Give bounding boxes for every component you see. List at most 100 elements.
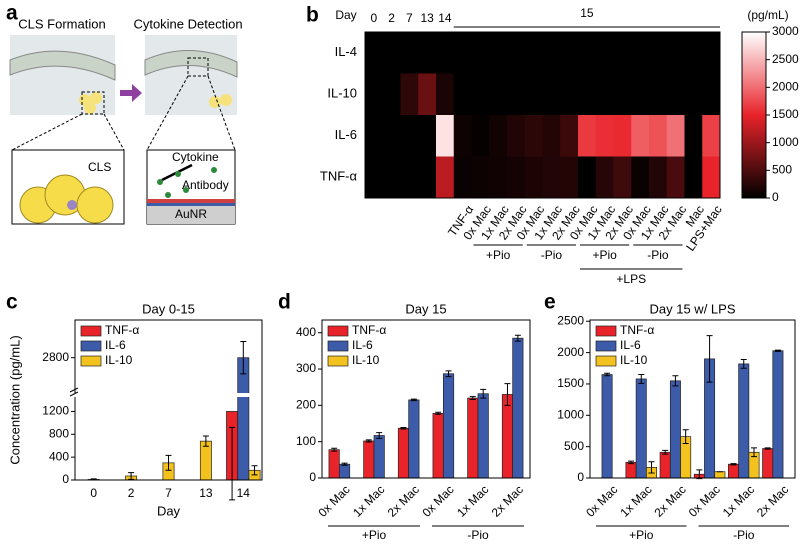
y-tick-label: 200 — [296, 398, 316, 412]
heat-cell — [560, 156, 579, 199]
heat-cell — [400, 115, 419, 157]
group-label: -Pio — [467, 528, 489, 542]
bar — [199, 440, 212, 481]
break-mark — [69, 387, 79, 397]
bar — [625, 461, 637, 479]
group-label: +Pio — [592, 248, 617, 262]
error-bar — [672, 375, 679, 387]
chart-title: Day 15 — [405, 301, 446, 316]
cytokine-dot — [165, 192, 171, 198]
error-bar — [604, 372, 611, 377]
y-axis-label: Concentration (pg/mL) — [7, 335, 22, 464]
heat-cell — [649, 115, 668, 157]
heat-cell — [666, 156, 685, 199]
x-tick-label: 0x Mac — [686, 482, 723, 519]
day-tick-label: 15 — [580, 6, 594, 20]
error-bar — [469, 396, 476, 401]
error-bar — [648, 461, 655, 474]
day-label: Day — [335, 8, 356, 22]
panel-label: e — [544, 291, 556, 314]
bar — [714, 471, 726, 479]
heat-cell — [507, 115, 526, 157]
x-tick-label: 1x Mac — [720, 482, 757, 519]
zoom-lines — [11, 113, 125, 151]
heat-cell — [578, 156, 597, 199]
error-bar — [764, 447, 771, 450]
heat-cell — [613, 115, 632, 157]
legend-label: IL-10 — [352, 353, 380, 367]
heat-cell — [453, 156, 472, 199]
heat-cell — [524, 32, 543, 74]
error-bar — [514, 334, 521, 342]
heat-cell — [702, 73, 721, 116]
y-tick-label: 1500 — [557, 376, 584, 390]
heat-cell — [702, 115, 721, 157]
x-tick-label: 1x Mac — [454, 482, 491, 519]
legend-label: IL-10 — [105, 353, 133, 367]
heat-cell — [613, 73, 632, 116]
heat-cell — [365, 115, 384, 157]
heatmap-frame — [364, 31, 721, 199]
x-tick-label: 2x Mac — [385, 482, 422, 519]
legend-swatch — [327, 340, 349, 352]
heat-cell — [649, 32, 668, 74]
heat-cell — [471, 32, 490, 74]
diagram: CLS Formation Cytokine Detection CLS Cyt… — [9, 16, 243, 225]
error-bar — [740, 359, 747, 369]
legend-label: TNF-α — [620, 323, 654, 337]
heat-cell — [542, 156, 561, 199]
y-tick-label: 100 — [296, 434, 316, 448]
legend-label: IL-6 — [620, 338, 641, 352]
y-tick-label: 0 — [62, 472, 69, 486]
heat-cell — [382, 115, 401, 157]
heat-cell — [489, 73, 508, 116]
vessel — [144, 50, 238, 78]
colorbar-tick-label: 3000 — [772, 24, 799, 38]
panel-label: a — [6, 2, 18, 25]
legend-label: IL-6 — [105, 338, 126, 352]
antibody-layer — [147, 199, 235, 203]
colorbar-tick-label: 1500 — [772, 107, 799, 121]
legend-swatch — [80, 340, 102, 352]
x-tick-label: 7 — [165, 486, 172, 500]
panel-label: b — [306, 4, 319, 27]
error-bar — [435, 411, 442, 415]
error-bar — [376, 432, 383, 439]
y-tick-label: 300 — [296, 361, 316, 375]
x-tick-label: 1x Mac — [350, 482, 387, 519]
y-tick-label: 0 — [309, 470, 316, 484]
legend-swatch — [327, 355, 349, 367]
cytokine-dot — [183, 187, 189, 193]
y-tick-label: 1200 — [42, 404, 69, 418]
heat-cell — [471, 156, 490, 199]
heat-cell — [418, 156, 437, 199]
heat-cell — [489, 115, 508, 157]
plot-frame — [321, 319, 531, 479]
group-label: -Pio — [541, 248, 563, 262]
heat-cell — [524, 73, 543, 116]
heat-cell — [595, 156, 614, 199]
heat-cell — [365, 73, 384, 116]
heat-cell — [489, 156, 508, 199]
diagram-title: CLS Formation — [18, 16, 105, 31]
error-bar — [331, 447, 338, 452]
bar — [363, 440, 375, 479]
heat-cell — [507, 32, 526, 74]
x-tick-label: 0x Mac — [315, 482, 352, 519]
bar — [512, 337, 524, 479]
heat-cell — [489, 32, 508, 74]
cell — [220, 94, 232, 106]
heat-cell — [471, 73, 490, 116]
group-label: -Pio — [647, 248, 669, 262]
y-tick-label: 400 — [49, 449, 69, 463]
heat-cell — [400, 156, 419, 199]
legend-label: TNF-α — [352, 323, 386, 337]
heat-cell — [542, 73, 561, 116]
cytokine-dot — [175, 171, 181, 177]
linker-layer — [147, 203, 235, 206]
diagram-label: Antibody — [182, 178, 229, 192]
error-bar — [240, 341, 247, 375]
heat-cell — [542, 115, 561, 157]
cell — [209, 96, 221, 108]
